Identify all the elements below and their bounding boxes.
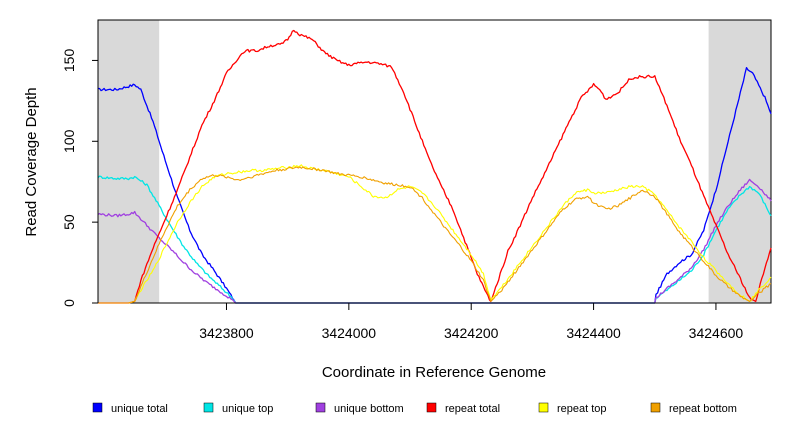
y-tick-label-100: 100 xyxy=(61,129,77,153)
plot-frame xyxy=(97,19,772,304)
x-tick-label-3424600: 3424600 xyxy=(689,325,744,341)
legend-swatch-unique-top xyxy=(203,402,214,413)
series-line-repeat-top xyxy=(98,164,772,304)
series-line-repeat-bottom xyxy=(98,166,772,304)
y-axis-label: Read Coverage Depth xyxy=(23,87,40,236)
axes: 0 50 100 150 3423800 3424000 3424200 3424400 342… xyxy=(61,49,743,341)
y-tick-label-150: 150 xyxy=(61,49,77,73)
shaded-regions xyxy=(98,20,771,303)
series-line-repeat-total xyxy=(98,29,772,304)
y-tick-label-0: 0 xyxy=(61,299,77,307)
legend-label-repeat-bottom: repeat bottom xyxy=(669,403,737,415)
y-tick-label-50: 50 xyxy=(61,214,77,230)
legend-swatch-repeat-bottom xyxy=(650,402,661,413)
x-tick-label-3424000: 3424000 xyxy=(322,325,377,341)
x-tick-label-3423800: 3423800 xyxy=(199,325,254,341)
series-line-unique-total xyxy=(98,66,772,304)
x-tick-label-3424400: 3424400 xyxy=(566,325,621,341)
x-tick-label-3424200: 3424200 xyxy=(444,325,499,341)
series-line-unique-bottom xyxy=(97,178,772,304)
legend-label-repeat-total: repeat total xyxy=(445,403,500,415)
shaded-region-0 xyxy=(98,20,160,303)
legend-swatch-repeat-top xyxy=(538,402,549,413)
x-axis-label: Coordinate in Reference Genome xyxy=(322,364,546,381)
shaded-region-1 xyxy=(708,20,771,303)
series-lines xyxy=(97,29,772,304)
legend-label-unique-bottom: unique bottom xyxy=(334,403,404,415)
legend-label-unique-total: unique total xyxy=(111,403,168,415)
legend-swatch-repeat-total xyxy=(426,402,437,413)
legend-swatch-unique-total xyxy=(92,402,103,413)
legend-label-repeat-top: repeat top xyxy=(557,403,607,415)
legend: unique total unique top unique bottom repea… xyxy=(92,402,737,415)
series-line-unique-top xyxy=(97,175,772,304)
legend-swatch-unique-bottom xyxy=(315,402,326,413)
legend-label-unique-top: unique top xyxy=(222,403,273,415)
